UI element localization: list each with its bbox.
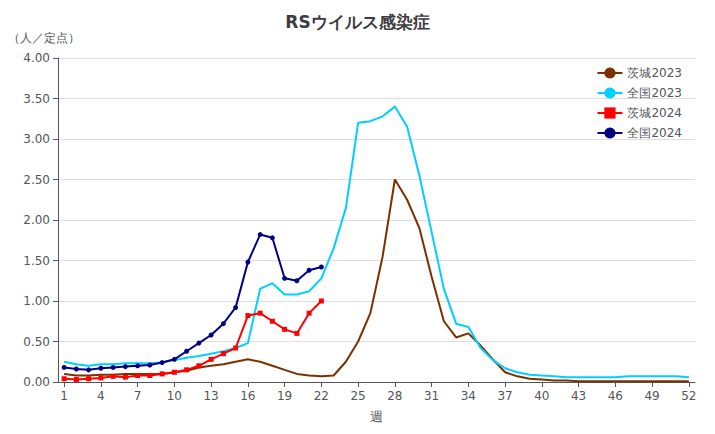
svg-text:0.50: 0.50 [23,335,50,349]
svg-text:4: 4 [97,389,105,403]
svg-text:49: 49 [644,389,659,403]
svg-text:40: 40 [534,389,549,403]
svg-text:25: 25 [350,389,365,403]
svg-text:43: 43 [571,389,586,403]
svg-text:2.50: 2.50 [23,173,50,187]
svg-text:全国2023: 全国2023 [627,86,682,100]
svg-text:10: 10 [167,389,182,403]
svg-text:28: 28 [387,389,402,403]
svg-text:22: 22 [314,389,329,403]
svg-text:茨城2024: 茨城2024 [627,106,682,120]
svg-text:3.00: 3.00 [23,132,50,146]
svg-text:週: 週 [370,409,383,424]
svg-text:52: 52 [681,389,696,403]
svg-text:31: 31 [424,389,439,403]
svg-text:2.00: 2.00 [23,213,50,227]
svg-text:RSウイルス感染症: RSウイルス感染症 [285,12,429,32]
svg-text:全国2024: 全国2024 [627,126,682,140]
svg-text:3.50: 3.50 [23,92,50,106]
svg-text:34: 34 [461,389,476,403]
svg-text:13: 13 [203,389,218,403]
svg-text:16: 16 [240,389,255,403]
svg-text:茨城2023: 茨城2023 [627,66,682,80]
svg-text:（人／定点）: （人／定点） [8,31,80,45]
svg-text:1: 1 [60,389,68,403]
svg-text:7: 7 [134,389,142,403]
svg-text:1.00: 1.00 [23,294,50,308]
svg-text:46: 46 [608,389,623,403]
svg-text:4.00: 4.00 [23,51,50,65]
svg-text:37: 37 [497,389,512,403]
svg-text:19: 19 [277,389,292,403]
svg-text:1.50: 1.50 [23,254,50,268]
svg-text:0.00: 0.00 [23,375,50,389]
